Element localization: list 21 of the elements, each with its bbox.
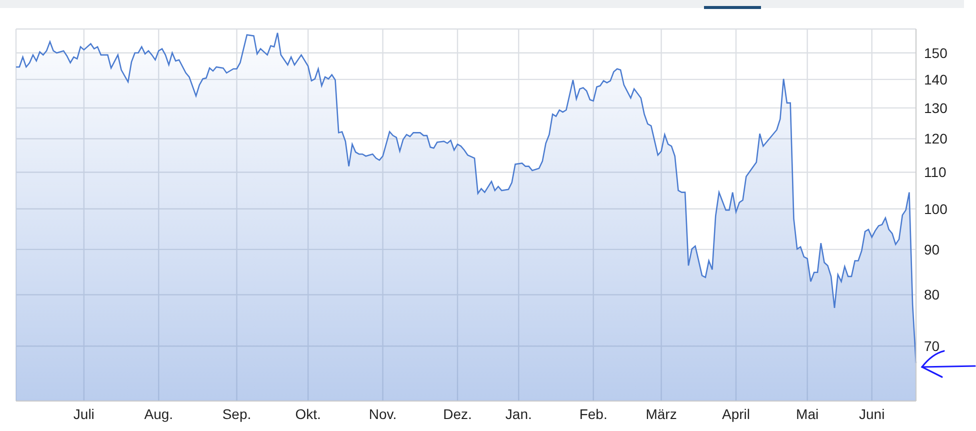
x-tick-label: Okt.	[295, 406, 321, 422]
x-tick-label: Feb.	[579, 406, 608, 422]
x-tick-label: Mai	[796, 406, 819, 422]
x-tick-label: Juli	[73, 406, 94, 422]
y-tick-label: 80	[924, 286, 940, 303]
x-tick-label: Aug.	[144, 406, 174, 422]
x-tick-label: März	[646, 406, 677, 422]
y-tick-label: 70	[924, 338, 940, 354]
x-tick-label: Nov.	[368, 406, 397, 422]
x-tick-label: Sep.	[222, 406, 252, 422]
y-tick-label: 90	[924, 241, 940, 258]
y-tick-label: 110	[924, 164, 947, 180]
y-tick-label: 130	[924, 100, 948, 116]
x-tick-label: Dez.	[443, 406, 472, 422]
y-tick-label: 100	[924, 200, 948, 217]
y-tick-label: 120	[924, 130, 948, 147]
y-tick-label: 150	[924, 44, 948, 61]
y-tick-label: 140	[924, 71, 948, 88]
x-tick-label: Juni	[859, 406, 885, 422]
x-tick-label: April	[722, 406, 750, 422]
x-tick-label: Jan.	[505, 406, 532, 422]
